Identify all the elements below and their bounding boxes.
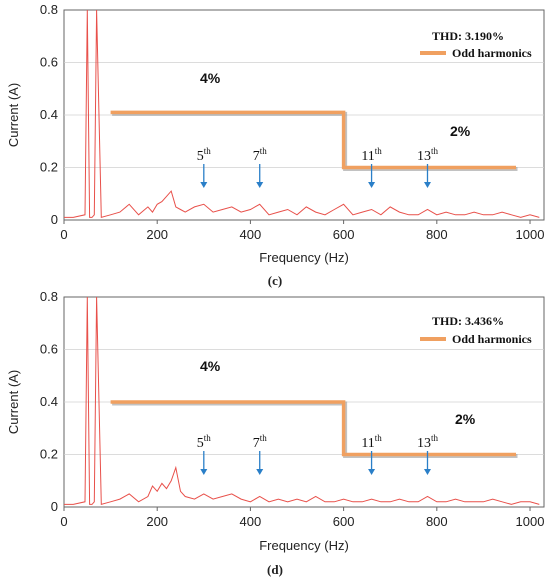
harmonic-arrow-head	[256, 469, 264, 475]
limit-label-4pct-c: 4%	[200, 70, 221, 86]
harmonic-5th-annotation: 5th	[197, 433, 212, 475]
x-axis-label-c: Frequency (Hz)	[259, 250, 349, 265]
harmonic-label: 11th	[361, 433, 382, 451]
current-spectrum-line-c	[64, 9, 540, 219]
odd-harmonics-limit-line-d	[110, 400, 516, 457]
x-tick-label: 0	[60, 227, 67, 242]
y-tick-label: 0.6	[40, 342, 58, 357]
y-tick-label: 0.8	[40, 289, 58, 304]
y-axis-label-c: Current (A)	[6, 83, 21, 147]
harmonic-label: 5th	[197, 433, 212, 451]
harmonic-13th-annotation: 13th	[417, 433, 439, 475]
legend-thd-d: THD: 3.436%	[432, 314, 504, 328]
harmonic-arrow-head	[200, 182, 208, 188]
y-tick-label: 0	[51, 212, 58, 227]
y-tick-labels-d: 0 0.2 0.4 0.6 0.8	[40, 289, 58, 514]
harmonic-arrow-head	[368, 469, 376, 475]
x-tick-label: 600	[333, 227, 355, 242]
x-tick-labels-d: 0 200 400 600 800 1000	[60, 507, 544, 529]
current-spectrum-line-d	[64, 296, 540, 506]
panel-d: 0 200 400 600 800 1000 0 0.2 0.4 0.6 0.8 5th 7th 11…	[6, 289, 545, 577]
panel-c: 0 200 400 600 800 1000 0 0.2 0.4 0.6 0.8 5th 7th 11…	[6, 2, 545, 288]
harmonic-arrow-head	[256, 182, 264, 188]
panel-caption-d: (d)	[267, 562, 283, 577]
legend-odd-harmonics-d: Odd harmonics	[452, 332, 532, 346]
y-tick-label: 0.8	[40, 2, 58, 17]
harmonic-11th-annotation: 11th	[361, 433, 382, 475]
odd-harmonics-limit-line-c	[110, 110, 516, 170]
harmonic-labels-c: 5th 7th 11th 13th	[197, 146, 439, 188]
x-axis-label-d: Frequency (Hz)	[259, 538, 349, 553]
harmonic-label: 7th	[253, 433, 268, 451]
x-tick-label: 200	[146, 514, 168, 529]
harmonic-arrow-head	[368, 182, 376, 188]
harmonic-label: 13th	[417, 146, 439, 164]
x-tick-label: 1000	[516, 514, 545, 529]
harmonic-arrow-head	[200, 469, 208, 475]
y-axis-label-d: Current (A)	[6, 370, 21, 434]
y-tick-label: 0.4	[40, 107, 58, 122]
x-tick-label: 400	[240, 514, 262, 529]
harmonic-label: 7th	[253, 146, 268, 164]
y-tick-labels-c: 0 0.2 0.4 0.6 0.8	[40, 2, 58, 227]
y-tick-label: 0.6	[40, 55, 58, 70]
y-tick-label: 0.4	[40, 394, 58, 409]
panel-caption-c: (c)	[268, 273, 282, 288]
x-tick-label: 1000	[516, 227, 545, 242]
y-tick-label: 0	[51, 499, 58, 514]
harmonic-label: 13th	[417, 433, 439, 451]
harmonic-7th-annotation: 7th	[253, 146, 268, 188]
harmonic-13th-annotation: 13th	[417, 146, 439, 188]
y-tick-label: 0.2	[40, 447, 58, 462]
x-tick-label: 800	[426, 514, 448, 529]
harmonic-arrow-head	[423, 469, 431, 475]
x-tick-label: 0	[60, 514, 67, 529]
x-tick-label: 400	[240, 227, 262, 242]
harmonic-11th-annotation: 11th	[361, 146, 382, 188]
x-tick-labels-c: 0 200 400 600 800 1000	[60, 220, 544, 242]
legend-odd-harmonics-c: Odd harmonics	[452, 46, 532, 60]
harmonic-arrow-head	[423, 182, 431, 188]
legend-thd-c: THD: 3.190%	[432, 29, 504, 43]
x-tick-label: 200	[146, 227, 168, 242]
harmonic-5th-annotation: 5th	[197, 146, 212, 188]
limit-label-4pct-d: 4%	[200, 358, 221, 374]
limit-label-2pct-d: 2%	[455, 411, 476, 427]
limit-label-2pct-c: 2%	[450, 123, 471, 139]
harmonic-labels-d: 5th 7th 11th 13th	[197, 433, 439, 475]
harmonic-label: 5th	[197, 146, 212, 164]
harmonic-label: 11th	[361, 146, 382, 164]
x-tick-label: 600	[333, 514, 355, 529]
x-tick-label: 800	[426, 227, 448, 242]
y-tick-label: 0.2	[40, 160, 58, 175]
harmonic-7th-annotation: 7th	[253, 433, 268, 475]
